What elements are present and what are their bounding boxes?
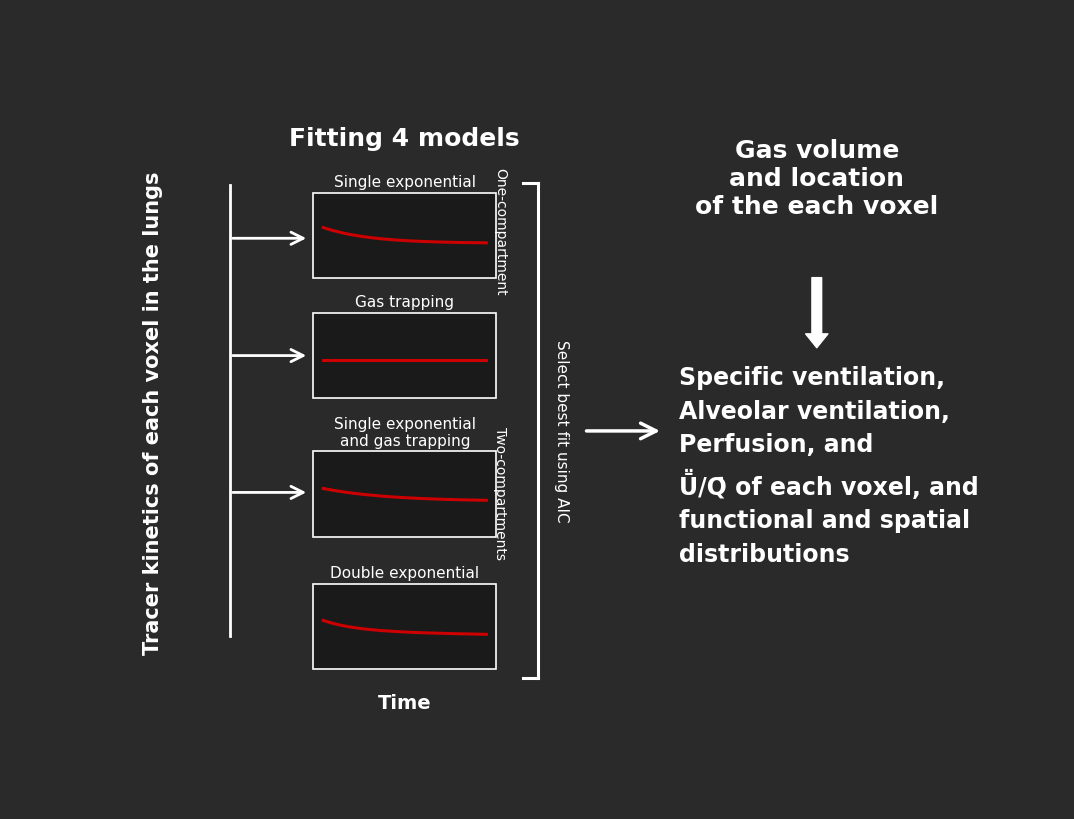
Text: One-compartment: One-compartment <box>493 168 508 296</box>
Text: Time: Time <box>378 695 432 713</box>
Bar <box>314 451 496 536</box>
Bar <box>314 193 496 278</box>
Text: Two-compartments: Two-compartments <box>493 428 508 560</box>
Text: Single exponential: Single exponential <box>334 175 476 190</box>
Text: Specific ventilation,
Alveolar ventilation,
Perfusion, and
Ṻ/Q̇ of each voxel, a: Specific ventilation, Alveolar ventilati… <box>680 366 979 567</box>
Text: Select best fit using AIC: Select best fit using AIC <box>554 340 569 523</box>
Text: Fitting 4 models: Fitting 4 models <box>290 127 520 151</box>
Text: Double exponential: Double exponential <box>330 567 479 581</box>
Text: Tracer kinetics of each voxel in the lungs: Tracer kinetics of each voxel in the lun… <box>143 172 162 655</box>
Text: Single exponential
and gas trapping: Single exponential and gas trapping <box>334 417 476 449</box>
Bar <box>314 584 496 669</box>
Text: Gas volume
and location
of the each voxel: Gas volume and location of the each voxe… <box>695 139 939 219</box>
Bar <box>314 313 496 398</box>
FancyArrowPatch shape <box>806 278 828 348</box>
Text: Gas trapping: Gas trapping <box>355 295 454 310</box>
